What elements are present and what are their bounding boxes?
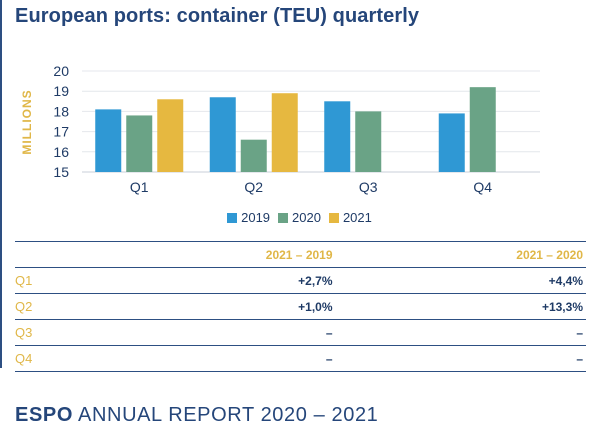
table-header-row: 2021 – 2019 2021 – 2020 [15, 241, 586, 268]
table-header-2021-vs-2020: 2021 – 2020 [335, 241, 586, 268]
row-label: Q2 [15, 293, 86, 320]
table-header-blank [15, 241, 86, 268]
x-tick-label: Q4 [473, 179, 492, 195]
cell-2021-vs-2019: +1,0% [85, 293, 336, 320]
bar-2019-q1 [95, 109, 122, 172]
x-tick-label: Q3 [359, 179, 378, 195]
legend-swatch [278, 213, 289, 223]
y-tick-label: 15 [53, 164, 69, 180]
legend-label: 2021 [342, 210, 372, 225]
y-tick-label: 19 [53, 83, 69, 99]
cell-2021-vs-2020: – [335, 345, 586, 372]
legend-item-2020: 2020 [278, 210, 321, 225]
bar-2020-q3 [355, 111, 382, 172]
y-axis-label: MILLIONS [20, 89, 34, 154]
cell-2021-vs-2020: +4,4% [335, 267, 586, 294]
bar-2019-q4 [438, 113, 465, 172]
bar-2020-q2 [240, 139, 267, 172]
row-label: Q1 [15, 267, 86, 294]
report-footer: ESPO ANNUAL REPORT 2020 – 2021 [15, 404, 378, 427]
table-row: Q1 +2,7% +4,4% [15, 267, 586, 294]
legend-item-2021: 2021 [328, 210, 372, 225]
cell-2021-vs-2019: – [85, 319, 336, 346]
table-row: Q3 – – [15, 319, 586, 346]
table-header-2021-vs-2019: 2021 – 2019 [85, 241, 336, 268]
legend-label: 2019 [241, 210, 271, 225]
row-label: Q3 [15, 319, 86, 346]
table-row: Q4 – – [15, 345, 586, 372]
chart-legend: 2019 2020 2021 [0, 210, 599, 225]
row-label: Q4 [15, 345, 86, 372]
cell-2021-vs-2020: – [335, 319, 586, 346]
legend-item-2019: 2019 [227, 210, 270, 225]
footer-brand: ESPO [15, 404, 73, 426]
panel-border [0, 0, 2, 368]
chart-title: European ports: container (TEU) quarterl… [15, 5, 420, 27]
bar-2021-q2 [271, 93, 298, 172]
cell-2021-vs-2019: +2,7% [85, 267, 336, 294]
bar-2020-q1 [126, 115, 153, 172]
legend-swatch [328, 213, 339, 223]
legend-swatch [227, 213, 238, 223]
y-tick-label: 16 [53, 144, 69, 160]
bar-2020-q4 [469, 87, 496, 172]
table-row: Q2 +1,0% +13,3% [15, 293, 586, 320]
bar-2019-q3 [324, 101, 351, 172]
y-tick-label: 17 [53, 124, 69, 140]
growth-table: 2021 – 2019 2021 – 2020 Q1 +2,7% +4,4% Q… [15, 241, 586, 372]
footer-text: ANNUAL REPORT 2020 – 2021 [78, 404, 379, 426]
bar-2021-q1 [157, 99, 184, 172]
x-tick-label: Q2 [244, 179, 263, 195]
cell-2021-vs-2019: – [85, 345, 336, 372]
y-tick-label: 18 [53, 103, 69, 119]
y-tick-label: 20 [53, 63, 69, 79]
x-tick-label: Q1 [130, 179, 149, 195]
cell-2021-vs-2020: +13,3% [335, 293, 586, 320]
bar-chart: 15 16 17 18 19 20 MILLIONS Q1 Q2 Q3 Q4 [20, 63, 540, 195]
bar-2019-q2 [209, 97, 236, 172]
legend-label: 2020 [292, 210, 321, 225]
